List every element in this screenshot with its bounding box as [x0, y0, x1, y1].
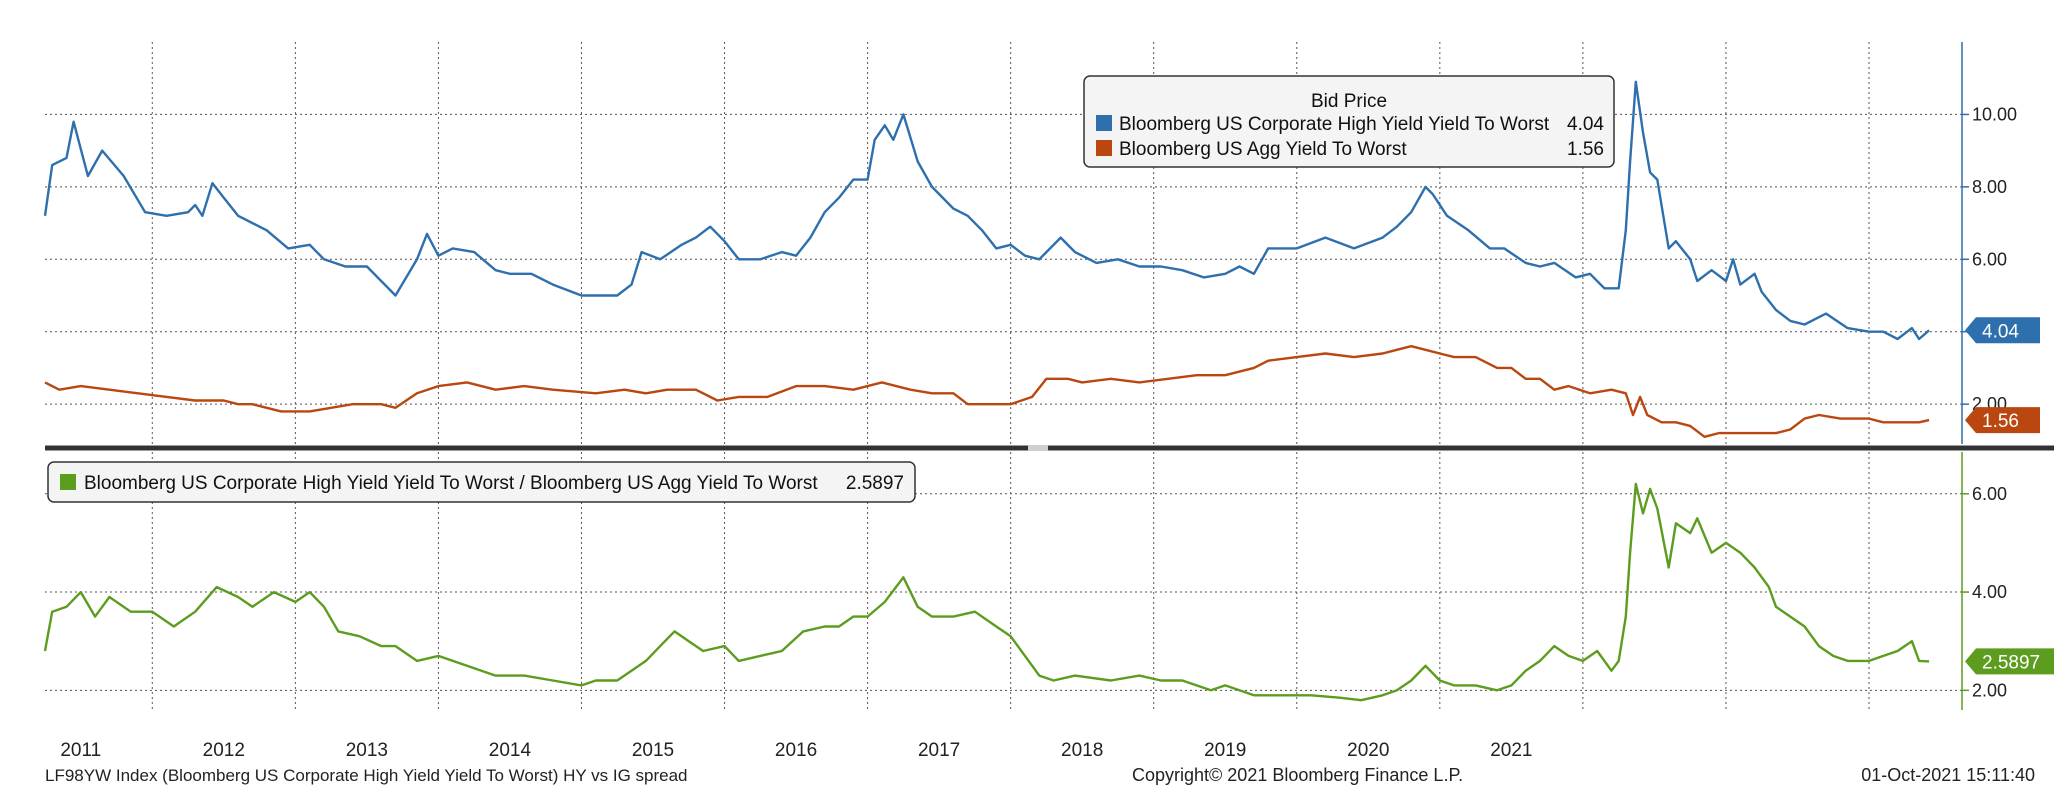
legend-swatch	[1096, 115, 1112, 131]
last-value-tag: 4.04	[1965, 317, 2040, 344]
legend-bottom: Bloomberg US Corporate High Yield Yield …	[47, 461, 916, 503]
x-tick-label: 2021	[1490, 740, 1532, 761]
x-tick-label: 2019	[1204, 740, 1246, 761]
legend-swatch	[1096, 140, 1112, 156]
last-value-tag-text: 4.04	[1982, 321, 2019, 342]
x-tick-label: 2020	[1347, 740, 1389, 761]
legend-entry-value: 2.5897	[846, 473, 904, 494]
last-value-tag-text: 2.5897	[1982, 652, 2040, 673]
y-tick-label: 4.00	[1972, 582, 2007, 602]
legend-bottom-box	[47, 461, 916, 503]
legend-entry-name: Bloomberg US Agg Yield To Worst	[1119, 139, 1407, 160]
series-line-1-1	[43, 80, 1930, 341]
x-tick-label: 2017	[918, 740, 960, 761]
legend-top-box	[1083, 75, 1615, 168]
x-tick-label: 2012	[203, 740, 245, 761]
x-tick-label: 2014	[489, 740, 532, 761]
y-tick-label: 8.00	[1972, 177, 2007, 197]
last-value-tag-text: 1.56	[1982, 411, 2019, 432]
last-value-tag: 2.5897	[1965, 648, 2054, 675]
series-line-1-2	[44, 345, 1930, 438]
last-value-tag-bg	[1965, 317, 2040, 344]
x-tick-label: 2011	[60, 740, 101, 761]
y-tick-label: 10.00	[1972, 104, 2017, 124]
series-line-2-1	[43, 482, 1930, 702]
footer-timestamp: 01-Oct-2021 15:11:40	[1861, 765, 2035, 785]
legend-entry-value: 4.04	[1567, 114, 1604, 135]
y-tick-label: 2.00	[1972, 680, 2007, 700]
legend-entry-name: Bloomberg US Corporate High Yield Yield …	[84, 473, 818, 494]
x-tick-label: 2018	[1061, 740, 1103, 761]
legend-swatch	[60, 474, 76, 490]
legend-top-title: Bid Price	[1311, 91, 1387, 112]
y-tick-label: 6.00	[1972, 484, 2007, 504]
y-tick-label: 6.00	[1972, 249, 2007, 269]
footer-description: LF98YW Index (Bloomberg US Corporate Hig…	[45, 766, 688, 785]
last-value-tag: 1.56	[1965, 407, 2040, 434]
last-value-tag-bg	[1965, 648, 2054, 675]
last-value-tag-bg	[1965, 407, 2040, 434]
legend-entry-value: 1.56	[1567, 139, 1604, 160]
panel-2: 2.00 4.00 6.00 2.5897	[43, 452, 2054, 710]
x-tick-label: 2013	[346, 740, 388, 761]
x-tick-label: 2016	[775, 740, 817, 761]
legend-entry-name: Bloomberg US Corporate High Yield Yield …	[1119, 114, 1550, 135]
x-tick-label: 2015	[632, 740, 674, 761]
footer-copyright: Copyright© 2021 Bloomberg Finance L.P.	[1132, 765, 1463, 785]
panel-resize-handle[interactable]	[1028, 445, 1048, 451]
